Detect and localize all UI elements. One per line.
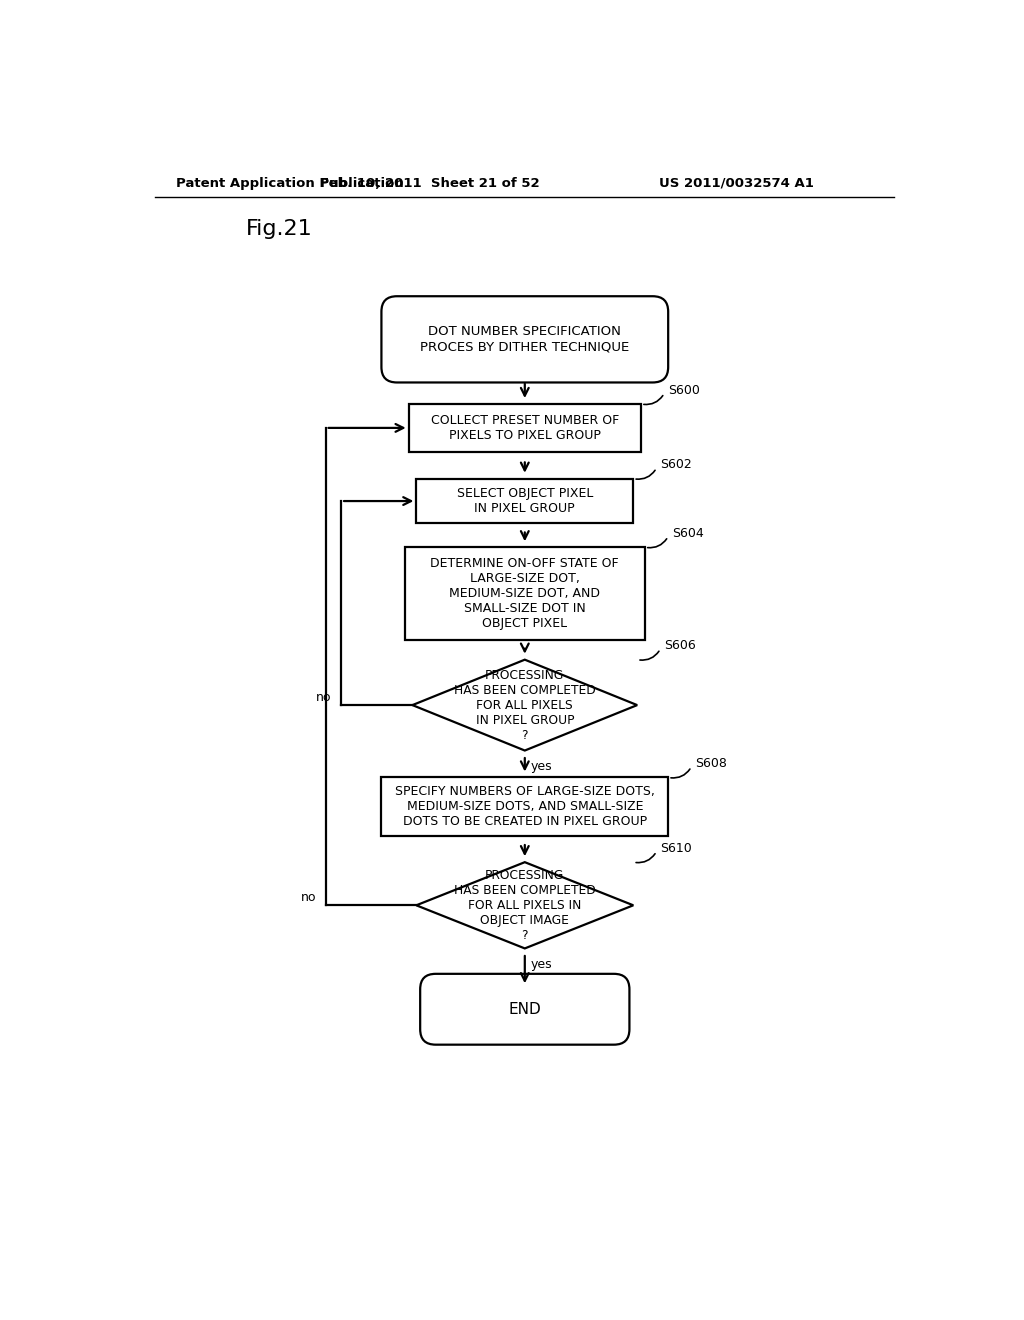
FancyBboxPatch shape (409, 404, 641, 451)
Text: Feb. 10, 2011  Sheet 21 of 52: Feb. 10, 2011 Sheet 21 of 52 (321, 177, 540, 190)
Text: DOT NUMBER SPECIFICATION
PROCES BY DITHER TECHNIQUE: DOT NUMBER SPECIFICATION PROCES BY DITHE… (420, 325, 630, 354)
Polygon shape (417, 862, 633, 949)
Text: S604: S604 (672, 527, 703, 540)
Text: DETERMINE ON-OFF STATE OF
LARGE-SIZE DOT,
MEDIUM-SIZE DOT, AND
SMALL-SIZE DOT IN: DETERMINE ON-OFF STATE OF LARGE-SIZE DOT… (430, 557, 620, 630)
Text: END: END (509, 1002, 541, 1016)
Text: no: no (301, 891, 316, 904)
Text: COLLECT PRESET NUMBER OF
PIXELS TO PIXEL GROUP: COLLECT PRESET NUMBER OF PIXELS TO PIXEL… (431, 414, 618, 442)
Text: yes: yes (531, 958, 553, 970)
Text: S606: S606 (665, 639, 696, 652)
Text: S602: S602 (660, 458, 692, 471)
Text: no: no (316, 690, 332, 704)
Text: PROCESSING
HAS BEEN COMPLETED
FOR ALL PIXELS
IN PIXEL GROUP
?: PROCESSING HAS BEEN COMPLETED FOR ALL PI… (454, 669, 596, 742)
FancyBboxPatch shape (381, 296, 669, 383)
Text: S608: S608 (695, 758, 727, 770)
Text: yes: yes (531, 760, 553, 772)
Polygon shape (413, 660, 637, 751)
FancyBboxPatch shape (404, 548, 645, 640)
Text: Fig.21: Fig.21 (246, 219, 312, 239)
FancyBboxPatch shape (417, 479, 633, 524)
Text: SELECT OBJECT PIXEL
IN PIXEL GROUP: SELECT OBJECT PIXEL IN PIXEL GROUP (457, 487, 593, 515)
Text: US 2011/0032574 A1: US 2011/0032574 A1 (658, 177, 814, 190)
Text: S600: S600 (669, 384, 700, 397)
FancyBboxPatch shape (381, 777, 669, 836)
Text: PROCESSING
HAS BEEN COMPLETED
FOR ALL PIXELS IN
OBJECT IMAGE
?: PROCESSING HAS BEEN COMPLETED FOR ALL PI… (454, 869, 596, 941)
Text: Patent Application Publication: Patent Application Publication (176, 177, 403, 190)
Text: SPECIFY NUMBERS OF LARGE-SIZE DOTS,
MEDIUM-SIZE DOTS, AND SMALL-SIZE
DOTS TO BE : SPECIFY NUMBERS OF LARGE-SIZE DOTS, MEDI… (395, 785, 654, 828)
FancyBboxPatch shape (420, 974, 630, 1044)
Text: S610: S610 (660, 842, 692, 855)
